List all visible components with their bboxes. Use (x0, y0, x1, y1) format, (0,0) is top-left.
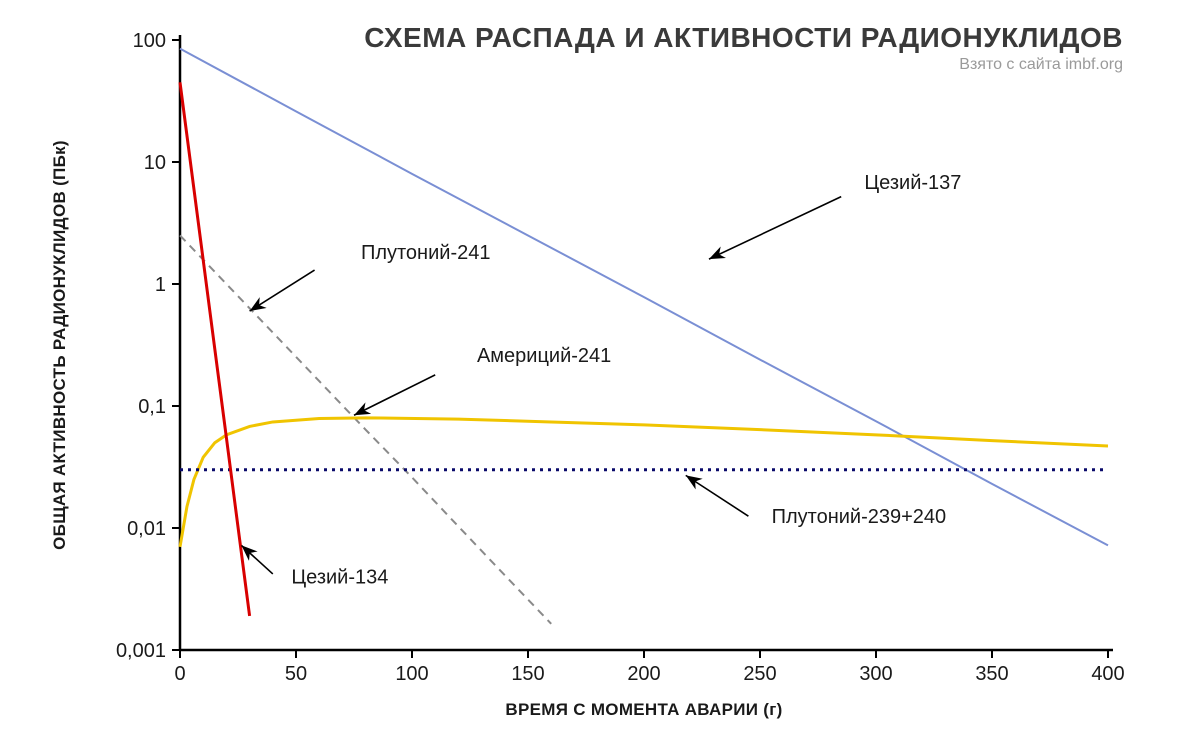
x-tick-label: 50 (285, 663, 307, 685)
x-tick-label: 300 (859, 663, 892, 685)
annotation-arrow (709, 197, 841, 259)
x-tick-label: 100 (395, 663, 428, 685)
x-tick-label: 200 (627, 663, 660, 685)
series-line (180, 82, 250, 616)
annotation-arrow (686, 475, 749, 516)
x-tick-label: 350 (975, 663, 1008, 685)
series-label: Цезий-137 (864, 172, 961, 194)
series-label: Плутоний-239+240 (772, 506, 947, 528)
y-tick-label: 100 (133, 30, 166, 52)
y-tick-label: 10 (144, 152, 166, 174)
series-label: Цезий-134 (291, 567, 388, 589)
y-tick-label: 0,1 (138, 396, 166, 418)
chart-title: СХЕМА РАСПАДА И АКТИВНОСТИ РАДИОНУКЛИДОВ (364, 22, 1123, 54)
series-label: Америций-241 (477, 345, 611, 367)
y-tick-label: 0,01 (127, 518, 166, 540)
annotation-arrow (354, 375, 435, 415)
series-label: Плутоний-241 (361, 242, 491, 264)
chart-subtitle: Взято с сайта imbf.org (364, 56, 1123, 74)
decay-chart: 0 50 100 150 200 250 300 350 400 0,001 0,01 0,1 1 10 1… (0, 0, 1183, 754)
series-line (180, 235, 551, 623)
x-tick-label: 150 (511, 663, 544, 685)
x-tick-label: 0 (174, 663, 185, 685)
y-axis-label: ОБЩАЯ АКТИВНОСТЬ РАДИОНУКЛИДОВ (ПБк) (50, 140, 69, 550)
series-line (180, 418, 1108, 547)
annotation-arrow (250, 270, 315, 311)
x-axis-label: ВРЕМЯ С МОМЕНТА АВАРИИ (г) (505, 700, 782, 719)
y-tick-label: 0,001 (116, 640, 166, 662)
annotation-arrow (241, 545, 272, 574)
y-tick-label: 1 (155, 274, 166, 296)
x-tick-label: 250 (743, 663, 776, 685)
x-tick-label: 400 (1091, 663, 1124, 685)
